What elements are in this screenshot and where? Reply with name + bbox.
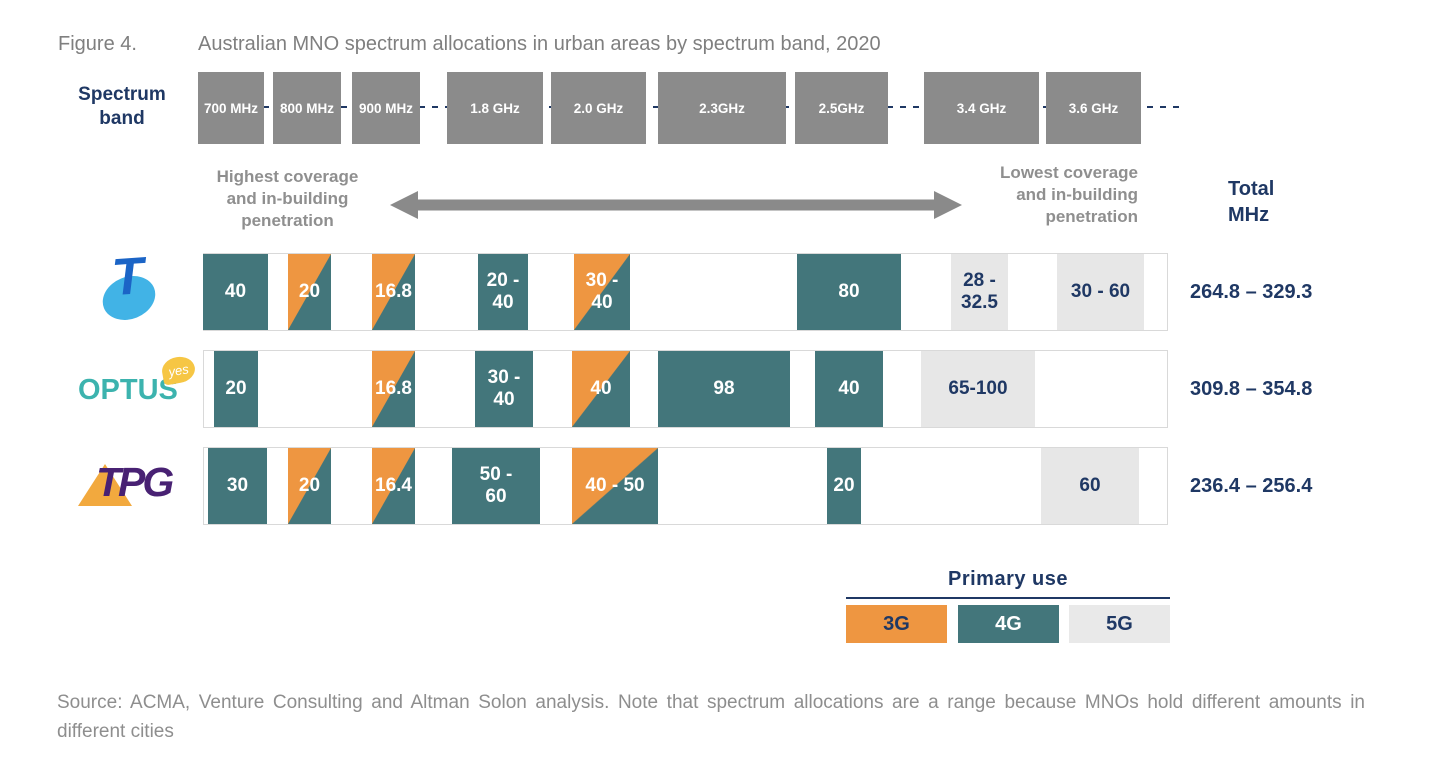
- band-box-3.6-ghz: 3.6 GHz: [1046, 72, 1141, 144]
- coverage-double-arrow-icon: [390, 191, 962, 219]
- legend-item-4g: 4G: [958, 605, 1059, 643]
- telstra-logo: T: [70, 247, 200, 331]
- telstra-letter: T: [110, 246, 146, 308]
- cell-optus-1.8-ghz: 30 - 40: [475, 351, 533, 427]
- cell-telstra-800-mhz: 20: [288, 254, 331, 330]
- band-box-900-mhz: 900 MHz: [352, 72, 420, 144]
- cell-tpg-2.0-ghz: 40 - 50: [572, 448, 658, 524]
- cell-telstra-2.0-ghz: 30 - 40: [574, 254, 630, 330]
- source-note: Source: ACMA, Venture Consulting and Alt…: [57, 692, 1365, 742]
- cell-telstra-3.4-ghz: 28 - 32.5: [951, 254, 1008, 330]
- tpg-wordmark: TPG: [96, 459, 174, 505]
- band-box-800-mhz: 800 MHz: [273, 72, 341, 144]
- band-box-2.5ghz: 2.5GHz: [795, 72, 888, 144]
- legend-item-5g: 5G: [1069, 605, 1170, 643]
- row-tpg: TPG 30 20 16.4 50 - 60 40 - 50 20 60 236.4 – 2…: [0, 447, 1442, 525]
- spectrum-band-axis-label: Spectrum band: [78, 84, 166, 129]
- band-box-700-mhz: 700 MHz: [198, 72, 264, 144]
- cell-tpg-2.5ghz: 20: [827, 448, 861, 524]
- figure-label: Figure 4.: [58, 33, 137, 55]
- figure-title: Australian MNO spectrum allocations in u…: [198, 33, 881, 55]
- tpg-triangle-icon: [78, 464, 132, 506]
- cell-optus-2.0-ghz: 40: [572, 351, 630, 427]
- row-optus: OPTUS yes 20 16.8 30 - 40 40 98 40 65-100 309.…: [0, 350, 1442, 428]
- cell-optus-3.4-ghz: 65-100: [921, 351, 1035, 427]
- legend-title: Primary use: [947, 568, 1068, 590]
- telstra-band-track: 40 20 16.8 20 - 40 30 - 40 80 28 - 32.5 30 - 60: [203, 253, 1168, 331]
- row-telstra: T 40 20 16.8 20 - 40 30 - 40 80 28 - 32.5 30 - …: [0, 247, 1442, 331]
- highest-coverage-annotation: Highest coverage and in-building penetra…: [216, 167, 359, 230]
- telstra-total-mhz: 264.8 – 329.3: [1190, 280, 1313, 303]
- cell-telstra-2.5ghz: 80: [797, 254, 901, 330]
- cell-telstra-3.6-ghz: 30 - 60: [1057, 254, 1144, 330]
- tpg-band-track: 30 20 16.4 50 - 60 40 - 50 20 60: [203, 447, 1168, 525]
- optus-yes-badge: yes: [159, 354, 198, 386]
- cell-tpg-3.6-ghz: 60: [1041, 448, 1139, 524]
- cell-tpg-800-mhz: 20: [288, 448, 331, 524]
- cell-tpg-900-mhz: 16.4: [372, 448, 415, 524]
- cell-optus-900-mhz: 16.8: [372, 351, 415, 427]
- optus-wordmark: OPTUS: [78, 374, 178, 406]
- cell-optus-2.3ghz: 98: [658, 351, 790, 427]
- cell-optus-2.5ghz: 40: [815, 351, 883, 427]
- band-box-3.4-ghz: 3.4 GHz: [924, 72, 1039, 144]
- spectrum-band-row: 700 MHz 800 MHz 900 MHz 1.8 GHz 2.0 GHz 2.3GH…: [0, 72, 1442, 144]
- total-mhz-header: Total MHz: [1228, 178, 1275, 226]
- tpg-logo: TPG: [70, 447, 200, 525]
- legend-item-3g: 3G: [846, 605, 947, 643]
- cell-telstra-700-mhz: 40: [203, 254, 268, 330]
- optus-total-mhz: 309.8 – 354.8: [1190, 377, 1313, 400]
- tpg-total-mhz: 236.4 – 256.4: [1190, 474, 1313, 497]
- band-box-2.3ghz: 2.3GHz: [658, 72, 786, 144]
- optus-logo: OPTUS yes: [70, 350, 200, 428]
- optus-band-track: 20 16.8 30 - 40 40 98 40 65-100: [203, 350, 1168, 428]
- band-box-2.0-ghz: 2.0 GHz: [551, 72, 646, 144]
- cell-tpg-1.8-ghz: 50 - 60: [452, 448, 540, 524]
- cell-telstra-1.8-ghz: 20 - 40: [478, 254, 528, 330]
- cell-optus-700-mhz: 20: [214, 351, 258, 427]
- legend-underline: [846, 597, 1170, 599]
- band-box-1.8-ghz: 1.8 GHz: [447, 72, 543, 144]
- cell-tpg-700-mhz: 30: [208, 448, 267, 524]
- cell-telstra-900-mhz: 16.8: [372, 254, 415, 330]
- lowest-coverage-annotation: Lowest coverage and in-building penetrat…: [1000, 163, 1138, 226]
